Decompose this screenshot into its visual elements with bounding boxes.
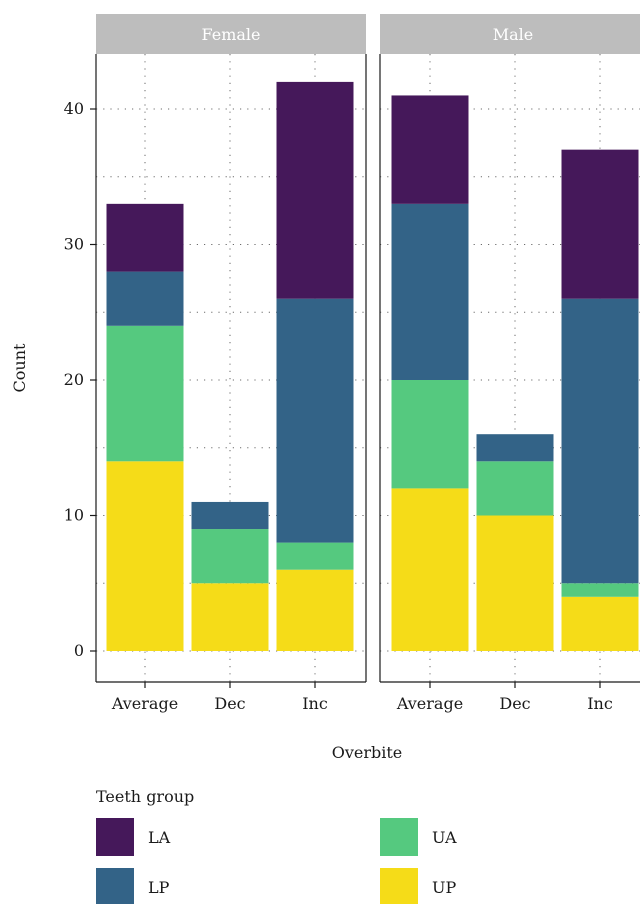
x-axis-title: Overbite <box>332 743 403 762</box>
bar-female-inc-lp <box>276 298 354 543</box>
bar-male-inc-la <box>561 149 639 299</box>
legend-swatch-up <box>380 868 418 904</box>
y-tick-label: 30 <box>64 235 84 254</box>
bar-male-inc-lp <box>561 298 639 584</box>
strip-label-male: Male <box>493 25 534 44</box>
x-tick-label: Inc <box>587 694 613 713</box>
bar-male-average-ua <box>391 380 469 489</box>
legend-label-ua: UA <box>432 828 457 847</box>
strip-male <box>380 14 640 54</box>
bar-female-dec-up <box>191 583 269 651</box>
bar-male-dec-ua <box>476 461 554 516</box>
legend-swatch-lp <box>96 868 134 904</box>
bar-female-average-lp <box>106 271 184 326</box>
bar-female-inc-up <box>276 569 354 651</box>
strip-label-female: Female <box>202 25 261 44</box>
y-tick-label: 10 <box>64 506 84 525</box>
bar-male-average-la <box>391 95 469 204</box>
bars-female <box>106 81 354 651</box>
legend-items: LA UA LP UP <box>96 818 457 904</box>
legend-label-up: UP <box>432 878 456 897</box>
panel-female: Female Average Dec Inc <box>95 14 367 713</box>
legend-label-la: LA <box>148 828 171 847</box>
bar-female-average-la <box>106 203 184 272</box>
x-tick-label: Dec <box>214 694 245 713</box>
legend-swatch-la <box>96 818 134 856</box>
x-ticks-female: Average Dec Inc <box>111 682 328 713</box>
x-ticks-male: Average Dec Inc <box>396 682 613 713</box>
bar-female-dec-lp <box>191 501 269 530</box>
bar-male-dec-up <box>476 515 554 651</box>
legend: Teeth group LA UA LP UP <box>96 787 457 904</box>
bar-male-dec-lp <box>476 434 554 462</box>
x-tick-label: Average <box>111 694 178 713</box>
legend-label-lp: LP <box>148 878 170 897</box>
bar-male-average-lp <box>391 203 469 380</box>
bar-male-average-up <box>391 488 469 651</box>
x-tick-label: Average <box>396 694 463 713</box>
legend-swatch-ua <box>380 818 418 856</box>
bar-female-average-up <box>106 461 184 651</box>
bars-male <box>391 95 639 651</box>
bar-male-inc-up <box>561 596 639 651</box>
x-tick-label: Inc <box>302 694 328 713</box>
y-tick-label: 0 <box>74 641 84 660</box>
y-axis: 0 10 20 30 40 <box>64 99 96 660</box>
panel-male: Male Average Dec Inc <box>379 14 640 713</box>
bar-male-inc-ua <box>561 583 639 597</box>
legend-title: Teeth group <box>96 787 194 806</box>
bar-female-inc-ua <box>276 542 354 570</box>
x-tick-label: Dec <box>499 694 530 713</box>
strip-female <box>96 14 366 54</box>
y-tick-label: 40 <box>64 99 84 118</box>
y-tick-label: 20 <box>64 370 84 389</box>
bar-female-dec-ua <box>191 529 269 584</box>
bar-female-average-ua <box>106 325 184 462</box>
y-axis-title: Count <box>10 343 29 392</box>
bar-female-inc-la <box>276 81 354 299</box>
